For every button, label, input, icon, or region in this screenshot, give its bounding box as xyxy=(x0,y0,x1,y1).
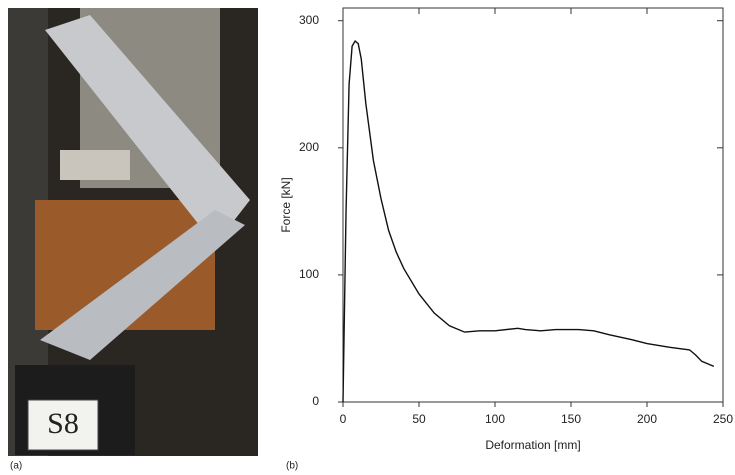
y-axis-title: Force [kN] xyxy=(279,177,293,232)
x-axis-title: Deformation [mm] xyxy=(485,438,580,452)
x-tick-label: 100 xyxy=(485,412,505,426)
y-tick-label: 300 xyxy=(299,13,319,27)
sign-text: S8 xyxy=(47,407,79,440)
x-tick-label: 150 xyxy=(561,412,581,426)
plot-frame xyxy=(342,7,724,403)
sign-box xyxy=(27,399,99,451)
panel-label: (b) xyxy=(286,461,298,472)
y-tick-label: 0 xyxy=(312,394,319,408)
panel-label: (a) xyxy=(10,461,22,472)
photo: S8 xyxy=(8,8,258,456)
x-tick-label: 250 xyxy=(713,412,733,426)
y-tick-label: 200 xyxy=(299,140,319,154)
force-curve xyxy=(342,39,715,403)
device xyxy=(60,150,130,180)
x-tick-label: 200 xyxy=(637,412,657,426)
tube-lower xyxy=(40,210,245,360)
y-tick-label: 100 xyxy=(299,267,319,281)
x-tick-label: 50 xyxy=(412,412,426,426)
tube-upper xyxy=(45,15,250,245)
x-tick-label: 0 xyxy=(340,412,347,426)
